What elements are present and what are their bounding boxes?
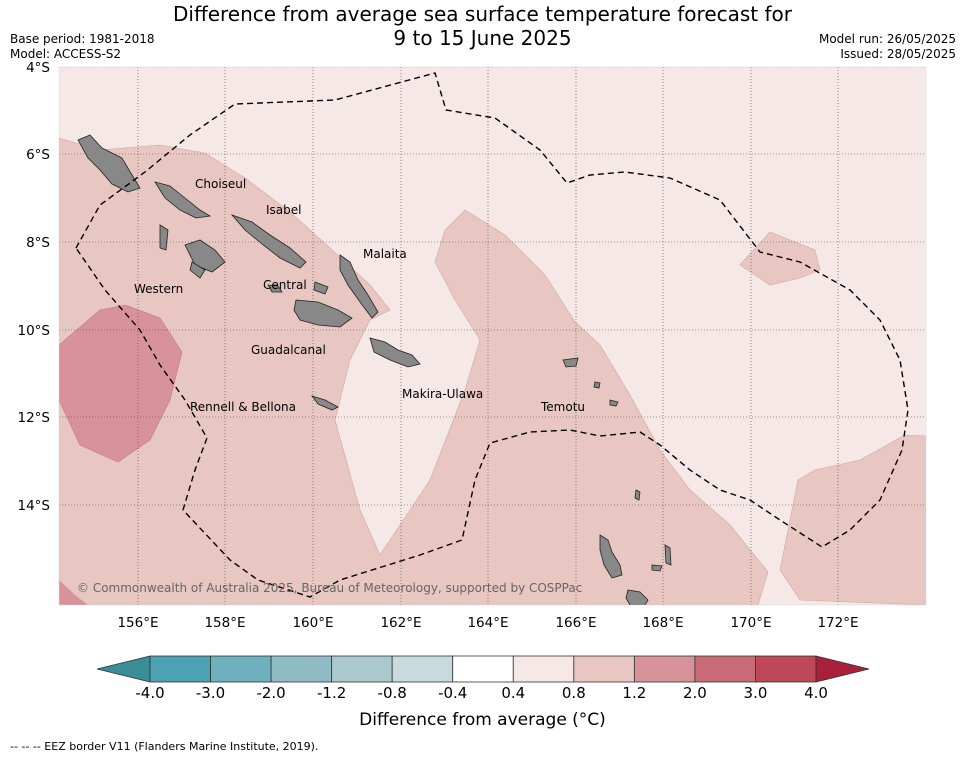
- anomaly-band-0.8-1.2-east: [739, 231, 821, 286]
- meta-right: Model run: 26/05/2025 Issued: 28/05/2025: [819, 32, 956, 62]
- island-choiseul: [154, 181, 212, 219]
- lon-label: 166°E: [555, 615, 596, 631]
- base-period: Base period: 1981-2018: [10, 32, 155, 46]
- colorbar-segment: [633, 655, 696, 683]
- lat-label: 10°S: [18, 323, 51, 339]
- island-western-1: [159, 224, 169, 251]
- colorbar-segment: [149, 655, 211, 683]
- colorbar-segment: [512, 655, 575, 683]
- colorbar-segment: [755, 655, 817, 683]
- latitude-labels: 4°S 6°S 8°S 10°S 12°S 14°S: [18, 60, 51, 514]
- island-western-3: [189, 261, 206, 279]
- colorbar-tick-label: 3.0: [743, 684, 768, 702]
- region-label-malaita: Malaita: [363, 247, 407, 261]
- island-isabel: [230, 214, 307, 269]
- region-label-isabel: Isabel: [266, 203, 301, 217]
- lon-label: 158°E: [204, 615, 245, 631]
- eez-border: [75, 72, 909, 598]
- model-run: Model run: 26/05/2025: [818, 32, 956, 46]
- lon-label: 162°E: [380, 615, 421, 631]
- region-label-choiseul: Choiseul: [195, 177, 246, 191]
- colorbar-tick-label: 2.0: [682, 684, 707, 702]
- lon-label: 170°E: [730, 615, 771, 631]
- colorbar-extend-high: [815, 655, 870, 683]
- map-frame: [58, 66, 927, 606]
- region-label-makira-ulawa: Makira-Ulawa: [402, 387, 483, 401]
- colorbar: [96, 655, 870, 683]
- island-vanuatu-1: [599, 534, 623, 579]
- colorbar-tick-label: -1.2: [316, 684, 347, 702]
- island-vanuatu-5: [651, 564, 663, 572]
- lat-label: 14°S: [18, 498, 51, 514]
- longitude-labels: 156°E 158°E 160°E 162°E 164°E 166°E 168°…: [117, 615, 858, 631]
- colorbar-tick-label: -3.0: [195, 684, 226, 702]
- map-title: Difference from average sea surface temp…: [0, 2, 965, 50]
- colorbar-tick-label: 0.4: [501, 684, 526, 702]
- island-central-2: [313, 281, 329, 295]
- island-temotu-3: [609, 399, 619, 407]
- colorbar-segment: [210, 655, 272, 683]
- lon-label: 172°E: [817, 615, 858, 631]
- island-rennell: [310, 395, 339, 411]
- island-vanuatu-2: [625, 589, 649, 605]
- anomaly-band-0.8-1.2-west: [59, 137, 769, 605]
- anomaly-band-0.8-1.2-southeast: [779, 434, 926, 605]
- colorbar-tick-label: -0.8: [377, 684, 407, 702]
- colorbar-segment: [331, 655, 393, 683]
- island-temotu-1: [562, 357, 579, 368]
- lat-label: 8°S: [26, 235, 50, 251]
- region-label-temotu: Temotu: [540, 400, 585, 414]
- lon-label: 164°E: [467, 615, 508, 631]
- title-line-2: 9 to 15 June 2025: [393, 26, 572, 50]
- island-choiseul-west: [77, 134, 141, 193]
- anomaly-band-1.2-2.0: [59, 304, 183, 463]
- issued-date: Issued: 28/05/2025: [840, 47, 956, 61]
- colorbar-segment: [573, 655, 635, 683]
- colorbar-tick-label: -2.0: [256, 684, 286, 702]
- anomaly-band-1.2-2.0-corner: [59, 580, 88, 605]
- colorbar-tick-label: 4.0: [804, 684, 828, 702]
- lon-label: 160°E: [292, 615, 333, 631]
- island-temotu-2: [593, 381, 601, 389]
- colorbar-tick-label: 0.8: [561, 684, 586, 702]
- map-area: [59, 67, 926, 605]
- title-line-1: Difference from average sea surface temp…: [172, 2, 792, 26]
- colorbar-tick-label: -4.0: [135, 684, 165, 702]
- colorbar-segment: [694, 655, 756, 683]
- region-label-rennell-bellona: Rennell & Bellona: [190, 400, 296, 414]
- colorbar-tick-label: 1.2: [622, 684, 647, 702]
- meta-left: Base period: 1981-2018 Model: ACCESS-S2: [10, 32, 155, 62]
- lon-label: 168°E: [642, 615, 683, 631]
- lat-label: 4°S: [26, 60, 50, 76]
- lat-label: 12°S: [18, 410, 51, 426]
- island-guadalcanal: [293, 299, 353, 328]
- island-vanuatu-4: [634, 489, 641, 501]
- region-label-western: Western: [134, 282, 183, 296]
- colorbar-segment: [391, 655, 454, 683]
- island-makira: [369, 337, 421, 368]
- lon-label: 156°E: [117, 615, 158, 631]
- region-labels: Choiseul Isabel Malaita Western Central …: [134, 177, 585, 414]
- copyright-notice: © Commonwealth of Australia 2025, Bureau…: [77, 581, 582, 595]
- island-vanuatu-3: [664, 544, 672, 566]
- colorbar-label: Difference from average (°C): [359, 710, 606, 730]
- islands: [77, 134, 672, 605]
- colorbar-segment: [270, 655, 333, 683]
- island-malaita: [339, 254, 379, 319]
- colorbar-extend-low: [96, 655, 151, 683]
- region-label-central: Central: [263, 278, 307, 292]
- model-name: Model: ACCESS-S2: [10, 47, 122, 61]
- eez-footnote: -- -- -- EEZ border V11 (Flanders Marine…: [10, 740, 319, 753]
- island-central: [267, 284, 283, 293]
- colorbar-segment: [452, 655, 514, 683]
- colorbar-tick-label: -0.4: [438, 684, 468, 702]
- lat-label: 6°S: [26, 147, 50, 163]
- region-label-guadalcanal: Guadalcanal: [251, 343, 326, 357]
